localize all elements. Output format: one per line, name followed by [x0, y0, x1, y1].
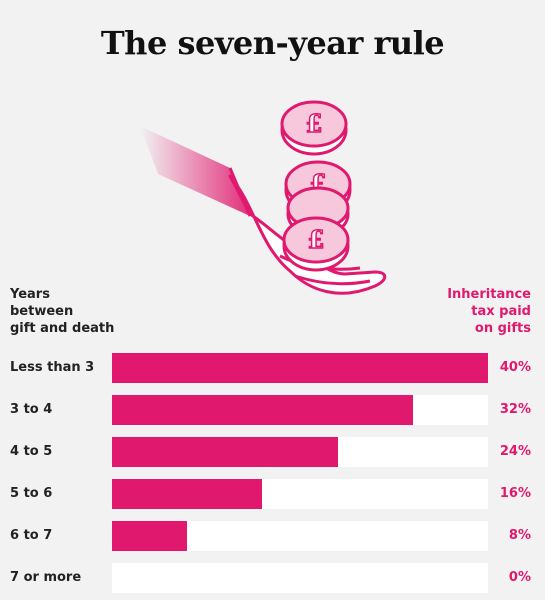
bar-track	[112, 521, 488, 551]
svg-text:£: £	[308, 225, 325, 254]
bar-row: Less than 3 40%	[0, 353, 545, 383]
finger-line	[294, 274, 371, 286]
chart-title: The seven-year rule	[100, 24, 445, 62]
data-label: 24%	[499, 444, 531, 459]
bar	[112, 479, 262, 509]
data-label: 0%	[508, 570, 531, 585]
bar-track	[112, 353, 488, 383]
bar	[112, 437, 338, 467]
category-label: 4 to 5	[10, 444, 53, 459]
bar-track	[112, 395, 488, 425]
sleeve-shape	[140, 126, 250, 216]
value-header: Inheritance tax paid on gifts	[447, 286, 531, 337]
y-axis-header-line: between	[10, 304, 74, 319]
bar-row: 5 to 6 16%	[0, 479, 545, 509]
data-label: 32%	[499, 402, 531, 417]
y-axis-header: Years between gift and death	[10, 286, 114, 337]
bar-row: 4 to 5 24%	[0, 437, 545, 467]
coin-top: £	[280, 100, 348, 156]
data-label: 40%	[499, 360, 531, 375]
bar-track	[112, 437, 488, 467]
bar	[112, 353, 488, 383]
bar	[112, 521, 187, 551]
bar-row: 7 or more 0%	[0, 563, 545, 593]
value-header-line: on gifts	[474, 321, 531, 336]
value-header-line: Inheritance	[447, 287, 531, 302]
bar-track	[112, 479, 488, 509]
category-label: 7 or more	[10, 570, 82, 585]
svg-text:£: £	[306, 109, 323, 138]
y-axis-header-line: gift and death	[10, 321, 115, 336]
bar-row: 3 to 4 32%	[0, 395, 545, 425]
data-label: 8%	[508, 528, 531, 543]
bar	[112, 395, 413, 425]
hand-with-coins-icon: £ £ £	[140, 100, 387, 295]
coin-bottom: £	[282, 216, 350, 272]
value-header-line: tax paid	[471, 304, 531, 319]
bar-row: 6 to 7 8%	[0, 521, 545, 551]
category-label: 6 to 7	[10, 528, 53, 543]
bar-track	[112, 563, 488, 593]
category-label: 3 to 4	[10, 402, 53, 417]
y-axis-header-line: Years	[10, 287, 50, 302]
data-label: 16%	[499, 486, 531, 501]
category-label: Less than 3	[10, 360, 95, 375]
category-label: 5 to 6	[10, 486, 53, 501]
